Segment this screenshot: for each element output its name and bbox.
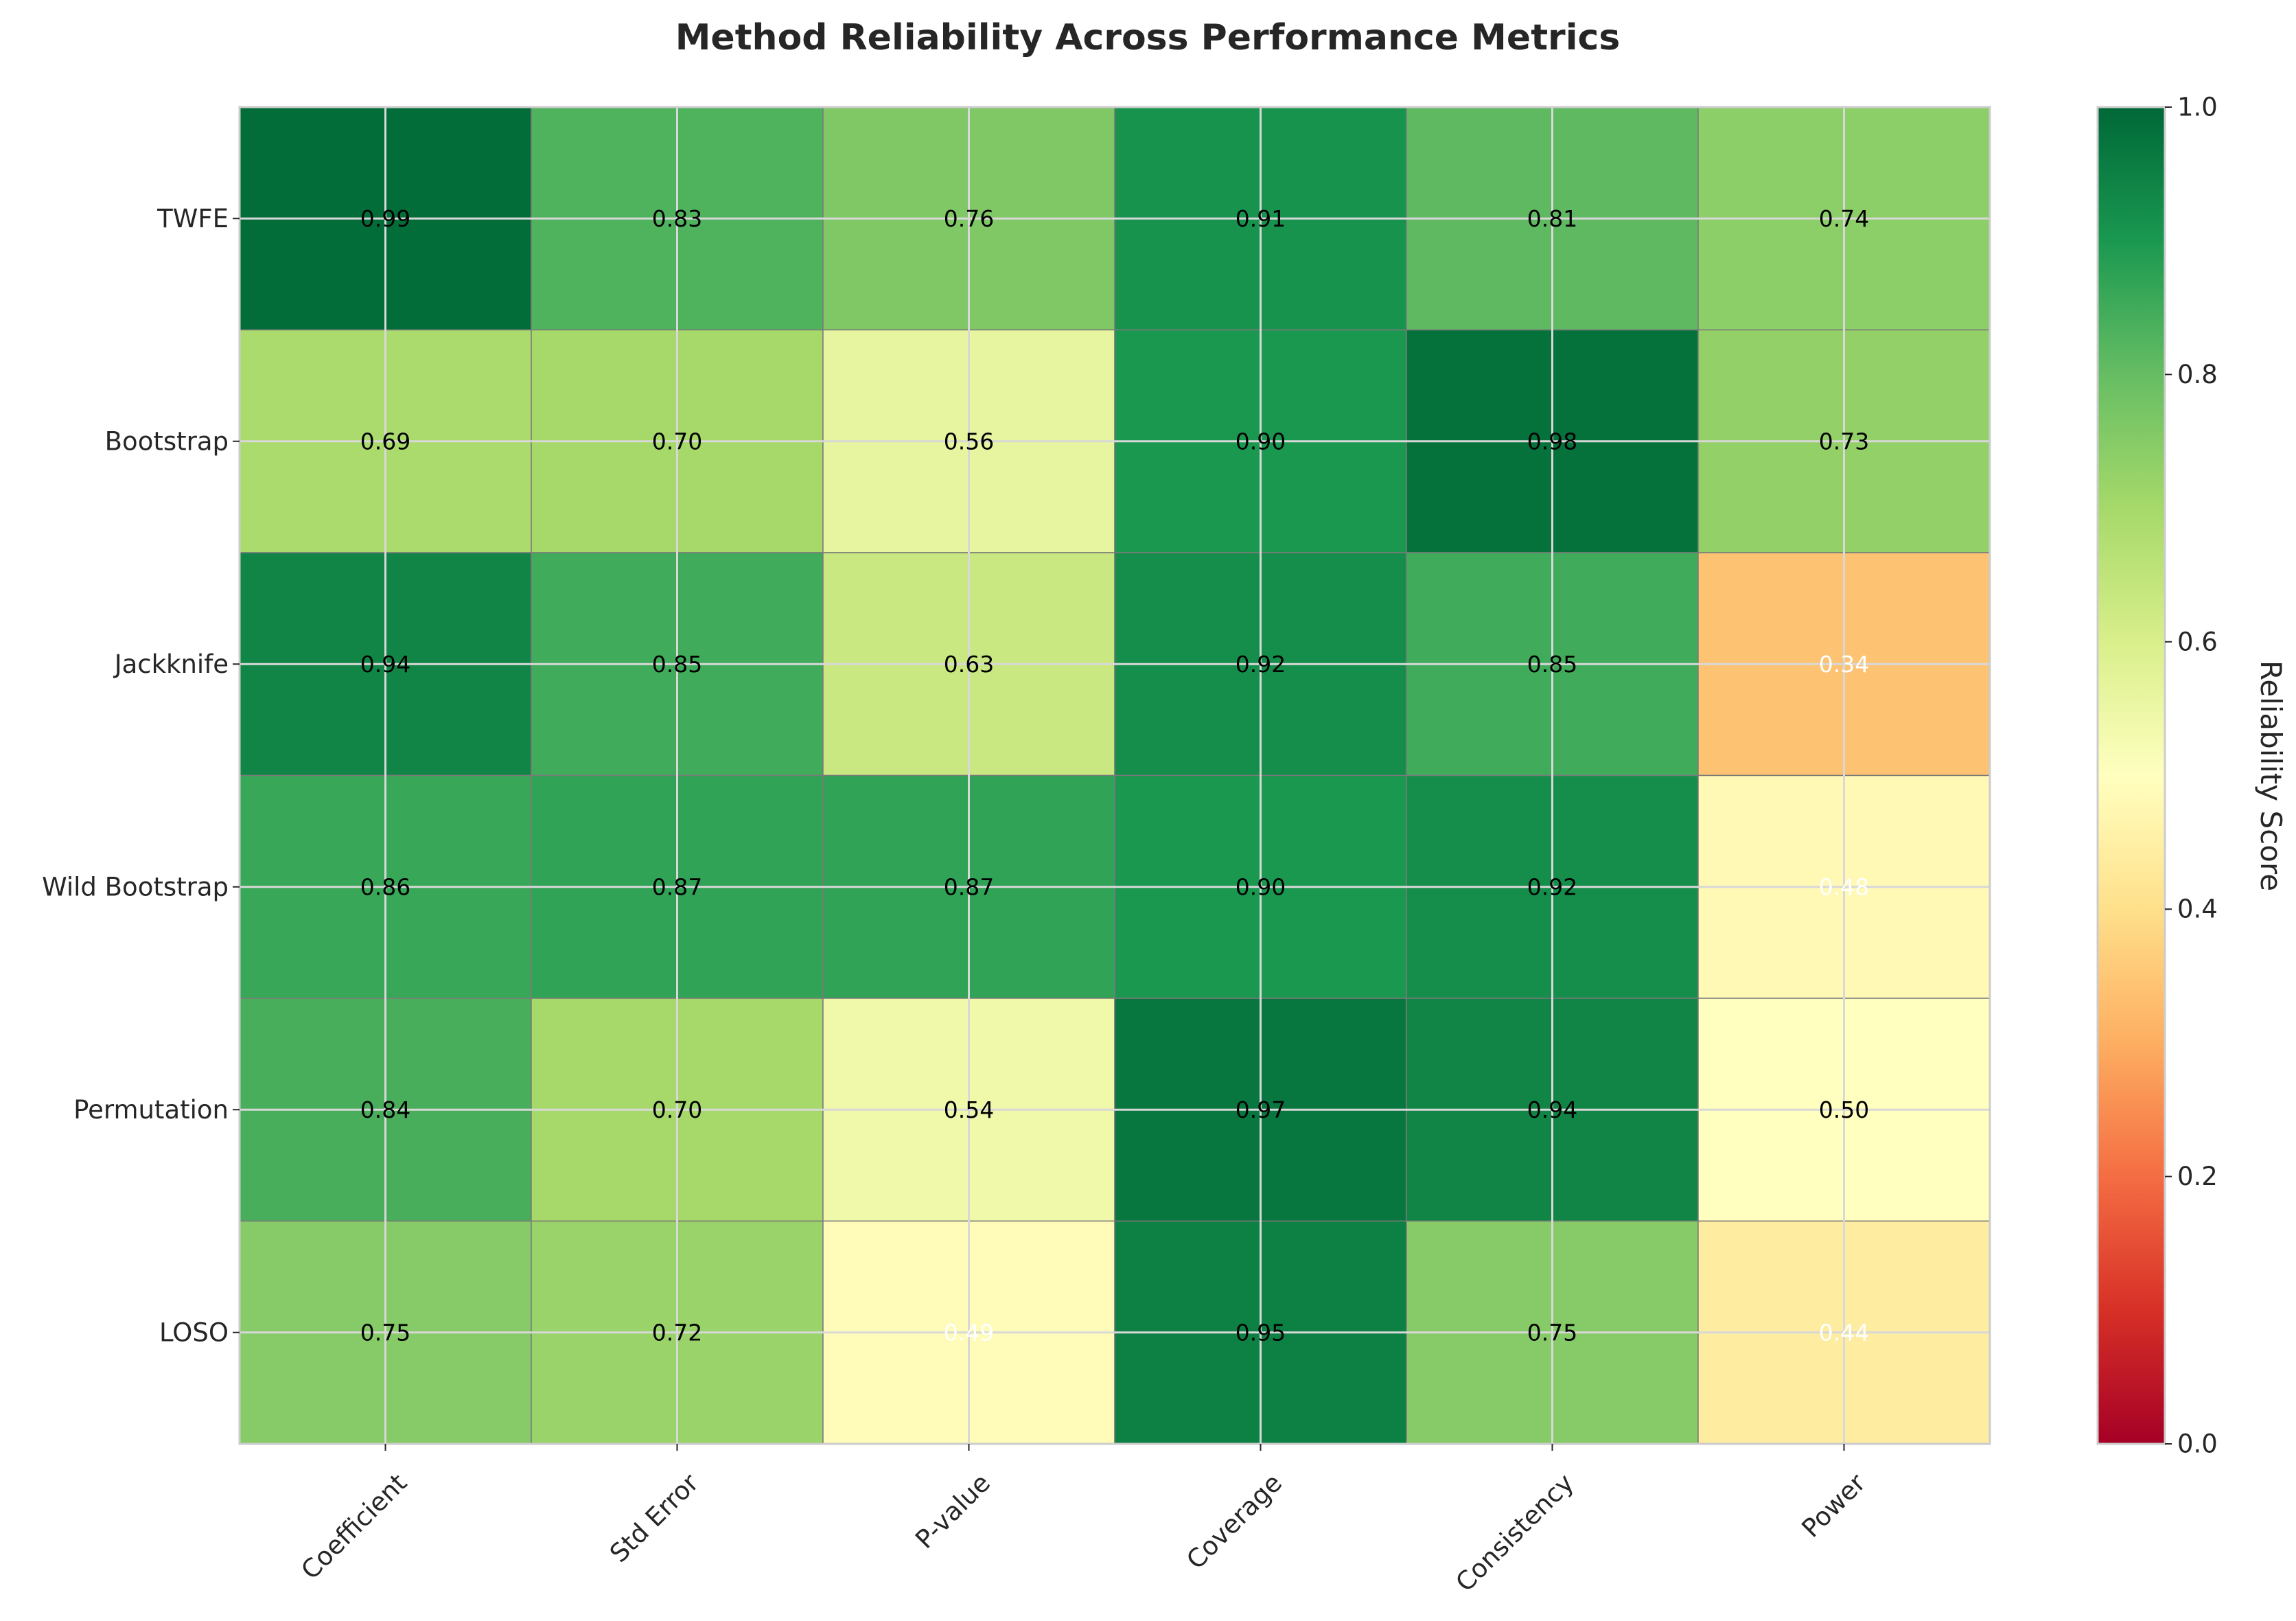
heatmap-cells bbox=[239, 106, 1991, 1445]
cell-value-label: 0.81 bbox=[1527, 205, 1577, 232]
cell-value-label: 0.44 bbox=[1819, 1319, 1869, 1346]
cell-value-label: 0.75 bbox=[360, 1319, 410, 1346]
cell-value-label: 0.73 bbox=[1819, 428, 1869, 455]
colorbar-tick-label: 0.2 bbox=[2177, 1162, 2218, 1191]
cell-value-label: 0.87 bbox=[944, 873, 994, 900]
colorbar-tick-label: 0.8 bbox=[2177, 360, 2218, 389]
cell-value-label: 0.95 bbox=[1236, 1319, 1286, 1346]
cell-value-label: 0.98 bbox=[1527, 428, 1577, 455]
cell-value-label: 0.70 bbox=[652, 1096, 702, 1123]
cell-value-label: 0.99 bbox=[360, 205, 410, 232]
cell-value-label: 0.48 bbox=[1819, 873, 1869, 900]
row-tick-label: Bootstrap bbox=[105, 426, 229, 456]
cell-value-label: 0.85 bbox=[1527, 651, 1577, 678]
row-tick-label: LOSO bbox=[159, 1318, 229, 1347]
cell-value-label: 0.87 bbox=[652, 873, 702, 900]
colorbar-tick-label: 1.0 bbox=[2177, 93, 2218, 122]
colorbar-label: Reliability Score bbox=[2254, 660, 2288, 891]
column-tick-label: Std Error bbox=[604, 1468, 705, 1569]
colorbar-gradient bbox=[2096, 106, 2166, 1445]
cell-value-label: 0.56 bbox=[944, 428, 994, 455]
colorbar: 0.0 0.2 0.4 0.6 0.8 1.0 Reliability Score bbox=[2096, 93, 2288, 1459]
cell-value-label: 0.76 bbox=[944, 205, 994, 232]
cell-value-label: 0.90 bbox=[1236, 428, 1286, 455]
cell-value-labels: 0.99 0.83 0.76 0.91 0.81 0.74 0.69 0.70 0.56 0.90… bbox=[360, 205, 1869, 1346]
cell-value-label: 0.34 bbox=[1819, 651, 1869, 678]
row-tick-label: Permutation bbox=[73, 1095, 229, 1125]
cell-value-label: 0.97 bbox=[1236, 1096, 1286, 1123]
column-tick-label: Consistency bbox=[1450, 1468, 1580, 1598]
row-tick-label: Jackknife bbox=[113, 649, 229, 679]
row-tick-labels: TWFE Bootstrap Jackknife Wild Bootstrap Perm… bbox=[42, 204, 240, 1347]
colorbar-tick-label: 0.0 bbox=[2177, 1429, 2218, 1459]
cell-value-label: 0.94 bbox=[360, 651, 410, 678]
plot-frame bbox=[238, 106, 1991, 1445]
cell-value-label: 0.85 bbox=[652, 651, 702, 678]
column-tick-labels: Coefficient Std Error P-value Coverage Consi… bbox=[295, 1444, 1872, 1598]
chart-title: Method Reliability Across Performance Me… bbox=[675, 17, 1621, 58]
cell-value-label: 0.63 bbox=[944, 651, 994, 678]
row-tick-label: TWFE bbox=[156, 204, 229, 233]
cell-value-label: 0.92 bbox=[1527, 873, 1577, 900]
cell-value-label: 0.83 bbox=[652, 205, 702, 232]
cell-value-label: 0.90 bbox=[1236, 873, 1286, 900]
column-tick-label: Power bbox=[1796, 1468, 1872, 1543]
cell-value-label: 0.91 bbox=[1236, 205, 1286, 232]
cell-value-label: 0.74 bbox=[1819, 205, 1869, 232]
gridlines bbox=[240, 107, 1990, 1444]
column-tick-label: Coverage bbox=[1181, 1468, 1288, 1575]
colorbar-tick-label: 0.6 bbox=[2177, 627, 2218, 656]
column-tick-label: P-value bbox=[909, 1468, 996, 1554]
cell-value-label: 0.92 bbox=[1236, 651, 1286, 678]
cell-value-label: 0.49 bbox=[944, 1319, 994, 1346]
cell-value-label: 0.50 bbox=[1819, 1096, 1869, 1123]
colorbar-ticks: 0.0 0.2 0.4 0.6 0.8 1.0 bbox=[2165, 93, 2218, 1459]
cell-value-label: 0.69 bbox=[360, 428, 410, 455]
cell-value-label: 0.94 bbox=[1527, 1096, 1577, 1123]
colorbar-tick-label: 0.4 bbox=[2177, 895, 2218, 924]
cell-value-label: 0.84 bbox=[360, 1096, 410, 1123]
row-tick-label: Wild Bootstrap bbox=[42, 872, 229, 901]
column-tick-label: Coefficient bbox=[295, 1468, 413, 1585]
cell-value-label: 0.54 bbox=[944, 1096, 994, 1123]
cell-value-label: 0.70 bbox=[652, 428, 702, 455]
cell-value-label: 0.72 bbox=[652, 1319, 702, 1346]
cell-value-label: 0.75 bbox=[1527, 1319, 1577, 1346]
cell-value-label: 0.86 bbox=[360, 873, 410, 900]
